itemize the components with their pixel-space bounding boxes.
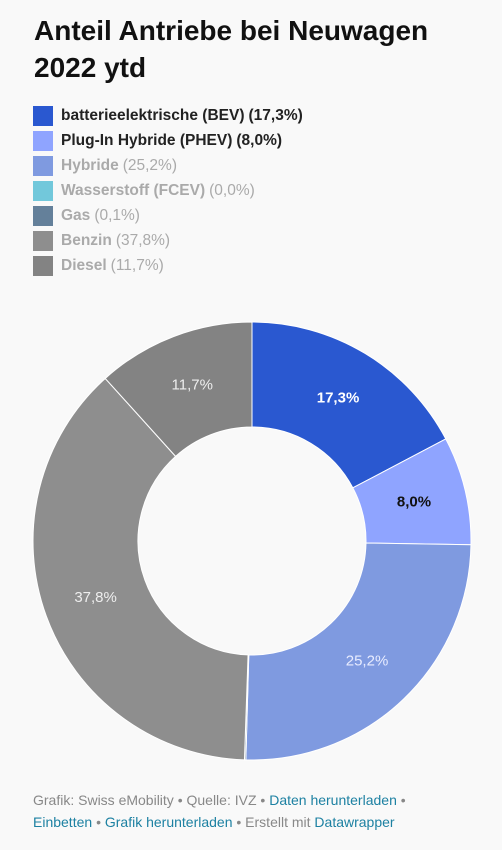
footer: Grafik: Swiss eMobility • Quelle: IVZ • … — [33, 789, 473, 833]
donut-slice[interactable] — [245, 542, 472, 761]
legend-value: (0,1%) — [94, 206, 140, 224]
download-chart-link[interactable]: Grafik herunterladen — [104, 814, 233, 830]
legend-value: (11,7%) — [110, 256, 164, 274]
legend-item[interactable]: Benzin (37,8%) — [33, 228, 303, 253]
donut-slice[interactable] — [251, 321, 447, 489]
legend-value: (37,8%) — [115, 231, 171, 249]
footer-separator: • — [96, 814, 101, 830]
legend: batterieelektrische (BEV) (17,3%) Plug-In … — [33, 103, 303, 278]
download-data-link[interactable]: Daten herunterladen — [269, 792, 397, 808]
legend-label: Hybride — [61, 156, 119, 174]
legend-item[interactable]: Wasserstoff (FCEV) (0,0%) — [33, 178, 303, 203]
legend-item[interactable]: Plug-In Hybride (PHEV) (8,0%) — [33, 128, 303, 153]
slice-label: 25,2% — [346, 652, 389, 669]
legend-swatch — [33, 155, 53, 176]
legend-label: Plug-In Hybride (PHEV) — [61, 131, 233, 149]
legend-value: (8,0%) — [236, 131, 283, 149]
chart-title: Anteil Antriebe bei Neuwagen 2022 ytd — [34, 15, 429, 83]
legend-item[interactable]: batterieelektrische (BEV) (17,3%) — [33, 103, 303, 128]
legend-label: Diesel — [61, 256, 107, 274]
donut-chart: 17,3% 8,0% 25,2% 37,8% 11,7% — [32, 321, 472, 761]
legend-value: (17,3%) — [248, 106, 303, 124]
legend-value: (0,0%) — [209, 181, 255, 199]
footer-created-with: • Erstellt mit — [236, 814, 311, 830]
donut-slice[interactable] — [104, 321, 253, 458]
legend-item[interactable]: Hybride (25,2%) — [33, 153, 303, 178]
legend-swatch — [33, 180, 53, 201]
embed-link[interactable]: Einbetten — [33, 814, 93, 830]
slice-label: 11,7% — [172, 377, 213, 394]
legend-label: Benzin — [61, 231, 112, 249]
legend-swatch — [33, 130, 53, 151]
legend-item[interactable]: Gas (0,1%) — [33, 203, 303, 228]
legend-swatch — [33, 205, 53, 226]
slice-label: 8,0% — [397, 493, 431, 510]
legend-label: Gas — [61, 206, 91, 224]
legend-swatch — [33, 230, 53, 251]
legend-swatch — [33, 255, 53, 276]
footer-source: Grafik: Swiss eMobility • Quelle: IVZ • — [33, 792, 266, 808]
slice-label: 17,3% — [317, 389, 360, 406]
legend-swatch — [33, 105, 53, 126]
legend-label: batterieelektrische (BEV) — [61, 106, 245, 124]
datawrapper-link[interactable]: Datawrapper — [314, 814, 395, 830]
legend-item[interactable]: Diesel (11,7%) — [33, 253, 303, 278]
legend-value: (25,2%) — [122, 156, 177, 174]
donut-slice[interactable] — [32, 377, 249, 761]
slice-label: 37,8% — [74, 589, 117, 606]
footer-separator: • — [400, 792, 406, 808]
legend-label: Wasserstoff (FCEV) — [61, 181, 206, 199]
